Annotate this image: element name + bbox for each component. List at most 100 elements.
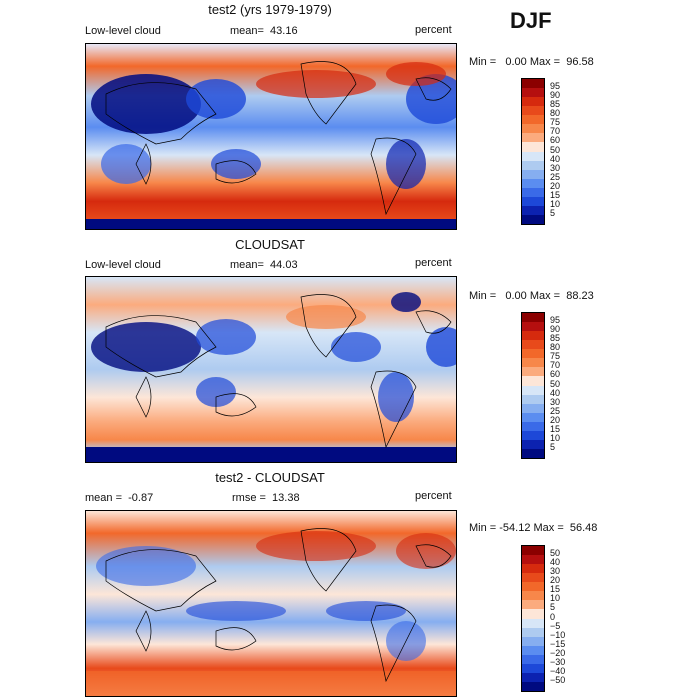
- colorbar-swatch: [522, 340, 544, 350]
- colorbar-tick-label: 30: [550, 162, 561, 173]
- panel-title-model: test2 (yrs 1979-1979): [208, 2, 332, 17]
- colorbar-model: [521, 78, 545, 225]
- colorbar-tick-label: −15: [550, 638, 566, 649]
- colorbar-tick-label: 0: [550, 611, 556, 622]
- map-graphic: [86, 277, 456, 462]
- panel-title-diff: test2 - CLOUDSAT: [215, 470, 325, 485]
- colorbar-tick-label: 25: [550, 405, 561, 416]
- colorbar-swatch: [522, 394, 544, 404]
- colorbar-swatch: [522, 573, 544, 583]
- panel-title-obs: CLOUDSAT: [235, 237, 305, 252]
- colorbar-swatch: [522, 618, 544, 628]
- colorbar-swatch: [522, 546, 544, 556]
- map-graphic: [86, 44, 456, 229]
- colorbar-swatch: [522, 367, 544, 377]
- panel-label-model: Low-level cloud: [85, 25, 161, 37]
- colorbar-swatch: [522, 160, 544, 170]
- panel-rmse-diff: rmse = 13.38: [232, 492, 300, 504]
- colorbar-swatch: [522, 564, 544, 574]
- colorbar-swatch: [522, 430, 544, 440]
- colorbar-tick-label: 30: [550, 566, 561, 577]
- colorbar-swatch: [522, 681, 544, 691]
- colorbar-swatch: [522, 600, 544, 610]
- colorbar-tick-label: −40: [550, 665, 566, 676]
- map-difference: [85, 510, 457, 697]
- map-graphic: [86, 511, 456, 696]
- panel-label-obs: Low-level cloud: [85, 259, 161, 271]
- season-label: DJF: [510, 8, 552, 33]
- colorbar-tick-label: 70: [550, 126, 561, 137]
- colorbar-tick-label: 90: [550, 324, 561, 335]
- colorbar-obs: [521, 312, 545, 459]
- colorbar-swatch: [522, 349, 544, 359]
- colorbar-swatch: [522, 142, 544, 152]
- colorbar-swatch: [522, 88, 544, 98]
- colorbar-swatch: [522, 385, 544, 395]
- colorbar-tick-label: −30: [550, 656, 566, 667]
- colorbar-swatch: [522, 439, 544, 449]
- colorbar-tick-label: 50: [550, 548, 561, 559]
- colorbar-labels-model: 95 90 85 80 75 70 60 50 40 30 25 20 15 10 5: [550, 78, 580, 223]
- colorbar-swatch: [522, 313, 544, 323]
- colorbar-tick-label: 5: [550, 602, 556, 613]
- colorbar-swatch: [522, 591, 544, 601]
- colorbar-swatch: [522, 376, 544, 386]
- panel-minmax-model: Min = 0.00 Max = 96.58: [469, 56, 594, 68]
- panel-mean-diff: mean = -0.87: [85, 492, 154, 504]
- colorbar-tick-label: 50: [550, 378, 561, 389]
- colorbar-swatch: [522, 97, 544, 107]
- colorbar-swatch: [522, 151, 544, 161]
- colorbar-tick-label: 85: [550, 333, 561, 344]
- map-cloudsat-low-cloud: [85, 276, 457, 463]
- colorbar-swatch: [522, 106, 544, 116]
- colorbar-labels-diff: 50 40 30 20 15 10 5 0 −5 −10 −15 −20 −30 −40 −50: [550, 545, 580, 690]
- panel-units-obs: percent: [415, 257, 452, 269]
- colorbar-swatch: [522, 79, 544, 89]
- panel-minmax-diff: Min = -54.12 Max = 56.48: [469, 522, 598, 534]
- colorbar-tick-label: −10: [550, 629, 566, 640]
- colorbar-tick-label: 10: [550, 432, 561, 443]
- colorbar-swatch: [522, 214, 544, 224]
- colorbar-swatch: [522, 187, 544, 197]
- colorbar-swatch: [522, 627, 544, 637]
- colorbar-swatch: [522, 636, 544, 646]
- colorbar-swatch: [522, 672, 544, 682]
- colorbar-tick-label: 25: [550, 171, 561, 182]
- colorbar-tick-label: 20: [550, 414, 561, 425]
- colorbar-tick-label: 15: [550, 189, 561, 200]
- colorbar-swatch: [522, 205, 544, 215]
- colorbar-swatch: [522, 196, 544, 206]
- colorbar-tick-label: 70: [550, 360, 561, 371]
- colorbar-tick-label: 95: [550, 315, 561, 326]
- colorbar-swatch: [522, 412, 544, 422]
- colorbar-labels-obs: 95 90 85 80 75 70 60 50 40 30 25 20 15 10 5: [550, 312, 580, 457]
- colorbar-tick-label: 30: [550, 396, 561, 407]
- colorbar-swatch: [522, 358, 544, 368]
- colorbar-swatch: [522, 645, 544, 655]
- colorbar-swatch: [522, 115, 544, 125]
- colorbar-tick-label: 95: [550, 81, 561, 92]
- panel-units-model: percent: [415, 24, 452, 36]
- colorbar-tick-label: 20: [550, 180, 561, 191]
- colorbar-tick-label: 80: [550, 108, 561, 119]
- panel-minmax-obs: Min = 0.00 Max = 88.23: [469, 290, 594, 302]
- panel-units-diff: percent: [415, 490, 452, 502]
- colorbar-tick-label: −20: [550, 647, 566, 658]
- colorbar-tick-label: −5: [550, 620, 561, 631]
- colorbar-tick-label: 5: [550, 441, 556, 452]
- colorbar-swatch: [522, 178, 544, 188]
- colorbar-swatch: [522, 403, 544, 413]
- colorbar-tick-label: 75: [550, 117, 561, 128]
- colorbar-diff: [521, 545, 545, 692]
- colorbar-tick-label: 40: [550, 557, 561, 568]
- colorbar-tick-label: 60: [550, 135, 561, 146]
- colorbar-swatch: [522, 169, 544, 179]
- map-model-low-cloud: [85, 43, 457, 230]
- colorbar-swatch: [522, 582, 544, 592]
- colorbar-tick-label: 15: [550, 584, 561, 595]
- colorbar-tick-label: 80: [550, 342, 561, 353]
- colorbar-tick-label: 60: [550, 369, 561, 380]
- colorbar-swatch: [522, 421, 544, 431]
- panel-stat-model: mean= 43.16: [230, 25, 298, 37]
- colorbar-tick-label: 50: [550, 144, 561, 155]
